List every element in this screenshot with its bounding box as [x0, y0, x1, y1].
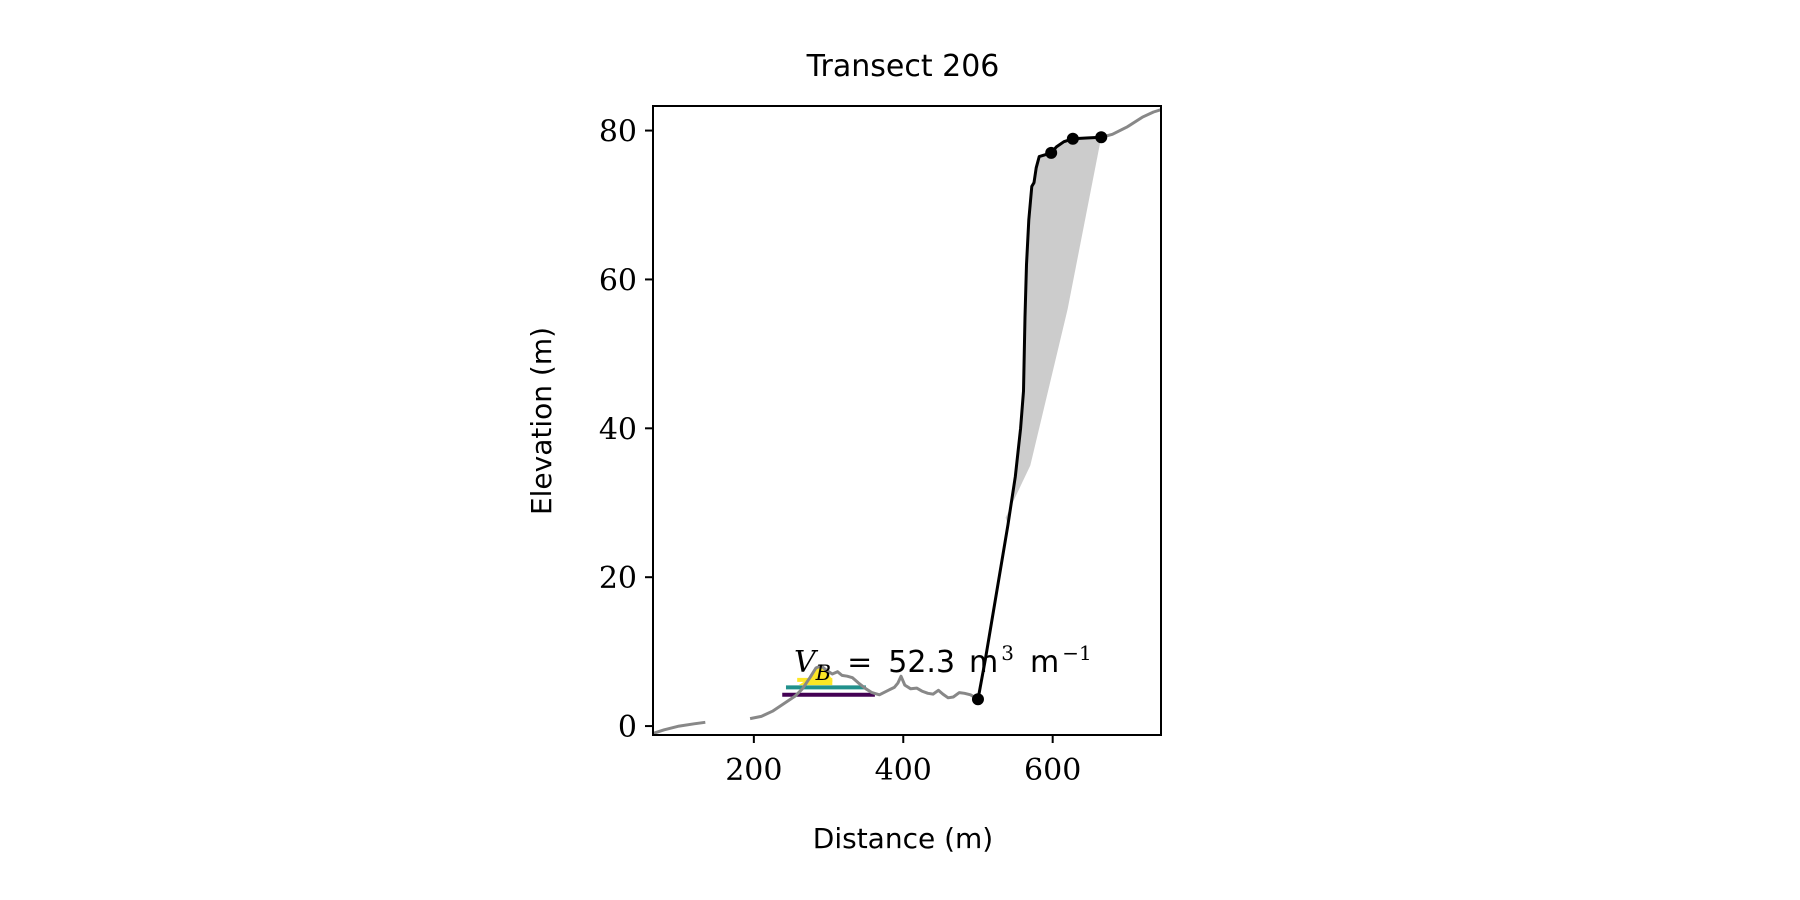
annotation-unit2: m — [1030, 645, 1059, 680]
plot-area — [653, 108, 1161, 735]
y-tick-label-80: 80 — [599, 115, 637, 150]
cliff-profile-line — [976, 135, 1102, 700]
x-axis-label: Distance (m) — [813, 822, 993, 855]
annotation-sub: B — [815, 661, 831, 685]
marker-point-1 — [1045, 146, 1058, 159]
marker-point-0 — [971, 693, 984, 706]
plot-frame — [652, 105, 1162, 736]
x-tick-label-400: 400 — [875, 753, 932, 788]
annotation-sup-neg1: −1 — [1062, 641, 1091, 665]
x-tick-label-200: 200 — [725, 753, 782, 788]
y-axis-label: Elevation (m) — [525, 327, 558, 515]
marker-point-2 — [1066, 132, 1079, 145]
volume-annotation: VB = 52.3 m 3 m −1 — [794, 641, 1092, 685]
annotation-unit: m — [969, 645, 998, 680]
chart-title: Transect 206 — [806, 49, 1000, 84]
annotation-sup3: 3 — [1001, 641, 1014, 665]
annotation-value: 52.3 — [888, 645, 955, 680]
y-tick-label-60: 60 — [599, 263, 637, 298]
annotation-eq: = — [847, 645, 872, 680]
annotation-var: V — [794, 645, 819, 680]
terrain-profile-segment-0 — [653, 720, 706, 735]
marker-point-3 — [1095, 131, 1108, 144]
shaded-volume-region — [1005, 137, 1102, 526]
terrain-profile-segment-2 — [1100, 108, 1161, 139]
x-tick-label-600: 600 — [1024, 753, 1081, 788]
plot-content — [653, 108, 1161, 735]
terrain-profile-segment-1 — [749, 664, 979, 721]
y-tick-label-0: 0 — [618, 710, 637, 745]
y-tick-label-20: 20 — [599, 561, 637, 596]
y-tick-label-40: 40 — [599, 412, 637, 447]
axis-ticks: 200 400 600 0 20 40 60 80 — [599, 115, 1081, 788]
